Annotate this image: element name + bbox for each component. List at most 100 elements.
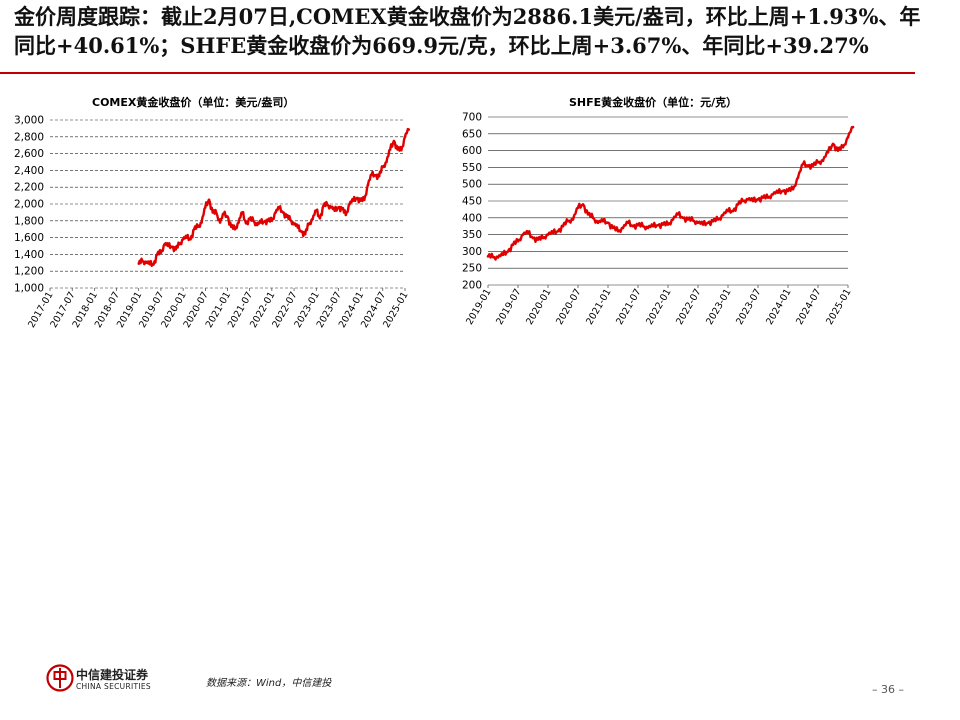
data-point xyxy=(144,261,148,265)
y-tick-label: 2,600 xyxy=(14,148,44,160)
x-tick-label: 2022-07 xyxy=(674,287,703,327)
data-point xyxy=(159,251,163,254)
data-point xyxy=(403,135,407,139)
data-point xyxy=(322,204,325,207)
page-number: – 36 – xyxy=(872,683,904,696)
data-point xyxy=(786,189,790,193)
data-point xyxy=(531,236,535,240)
data-point xyxy=(263,220,266,223)
data-point xyxy=(229,225,233,228)
data-point xyxy=(836,149,840,152)
data-point xyxy=(148,262,152,266)
x-tick-label: 2024-01 xyxy=(764,287,793,327)
data-point xyxy=(374,174,377,177)
x-tick-label: 2020-01 xyxy=(524,287,553,327)
data-point xyxy=(329,206,333,209)
data-point xyxy=(255,223,259,227)
data-point xyxy=(666,223,670,226)
data-point xyxy=(676,213,680,216)
data-point xyxy=(736,203,740,206)
y-tick-label: 200 xyxy=(462,280,482,292)
data-point xyxy=(726,209,730,213)
data-point xyxy=(355,196,359,200)
data-point xyxy=(526,231,530,235)
data-point xyxy=(344,213,348,217)
data-point xyxy=(761,196,765,199)
data-point xyxy=(506,250,510,253)
y-tick-label: 400 xyxy=(462,212,482,224)
data-point xyxy=(756,198,760,201)
data-point xyxy=(244,222,248,225)
data-point xyxy=(731,209,735,213)
data-point xyxy=(641,224,645,228)
data-point xyxy=(491,255,495,259)
data-point xyxy=(218,221,222,224)
y-tick-label: 1,800 xyxy=(14,215,44,227)
data-point xyxy=(551,231,555,235)
y-tick-label: 2,200 xyxy=(14,182,44,194)
data-point xyxy=(204,206,207,209)
data-point xyxy=(137,262,141,265)
data-point xyxy=(141,259,144,263)
chart-title-shfe: SHFE黄金收盘价（单位：元/克） xyxy=(569,96,738,109)
x-tick-label: 2021-07 xyxy=(614,287,643,327)
data-point xyxy=(237,221,240,224)
data-point xyxy=(576,206,580,209)
data-point xyxy=(407,128,411,131)
data-point xyxy=(303,232,307,236)
data-point xyxy=(811,164,815,167)
x-tick-label: 2020-07 xyxy=(554,287,583,327)
data-point xyxy=(185,236,189,239)
y-tick-label: 2,800 xyxy=(14,131,44,143)
data-point xyxy=(831,142,835,146)
data-point xyxy=(274,211,277,214)
x-tick-label: 2019-07 xyxy=(494,287,523,327)
data-point xyxy=(801,162,805,166)
data-point xyxy=(189,238,192,241)
data-point xyxy=(721,213,725,217)
data-point xyxy=(248,217,251,221)
data-point xyxy=(691,219,695,222)
data-point xyxy=(566,219,570,223)
data-point xyxy=(536,238,540,241)
data-point xyxy=(178,243,181,246)
data-point xyxy=(326,203,329,207)
x-tick-label: 2024-07 xyxy=(794,287,823,327)
data-point xyxy=(285,215,289,218)
data-point xyxy=(207,198,211,202)
data-point xyxy=(337,206,340,209)
data-point xyxy=(289,218,292,222)
data-point xyxy=(646,226,650,230)
data-point xyxy=(370,173,374,176)
y-tick-label: 1,200 xyxy=(14,266,44,278)
data-point xyxy=(351,199,355,202)
data-point xyxy=(816,161,820,164)
company-logo-icon xyxy=(46,664,74,692)
data-point xyxy=(696,221,700,225)
data-source: 数据来源：Wind，中信建投 xyxy=(206,678,332,689)
data-point xyxy=(222,212,226,216)
data-point xyxy=(200,221,203,224)
data-point xyxy=(241,211,244,214)
data-point xyxy=(766,196,770,199)
data-point xyxy=(611,226,615,230)
y-tick-label: 650 xyxy=(462,128,482,140)
data-point xyxy=(400,148,403,152)
data-point xyxy=(340,207,344,211)
data-point xyxy=(631,224,635,228)
data-point xyxy=(215,211,218,215)
data-point xyxy=(196,225,200,228)
data-point xyxy=(746,198,750,201)
data-point xyxy=(601,219,605,223)
data-point xyxy=(233,227,237,231)
data-point xyxy=(315,209,318,212)
logo-text-en: CHINA SECURITIES xyxy=(76,682,151,691)
x-tick-label: 2022-01 xyxy=(644,287,673,327)
data-point xyxy=(496,256,500,259)
data-point xyxy=(741,199,745,203)
chart-title-comex: COMEX黄金收盘价（单位：美元/盎司） xyxy=(92,96,295,109)
data-point xyxy=(377,175,381,178)
data-point xyxy=(296,226,300,229)
series-line xyxy=(137,127,410,267)
header-divider xyxy=(0,72,915,74)
